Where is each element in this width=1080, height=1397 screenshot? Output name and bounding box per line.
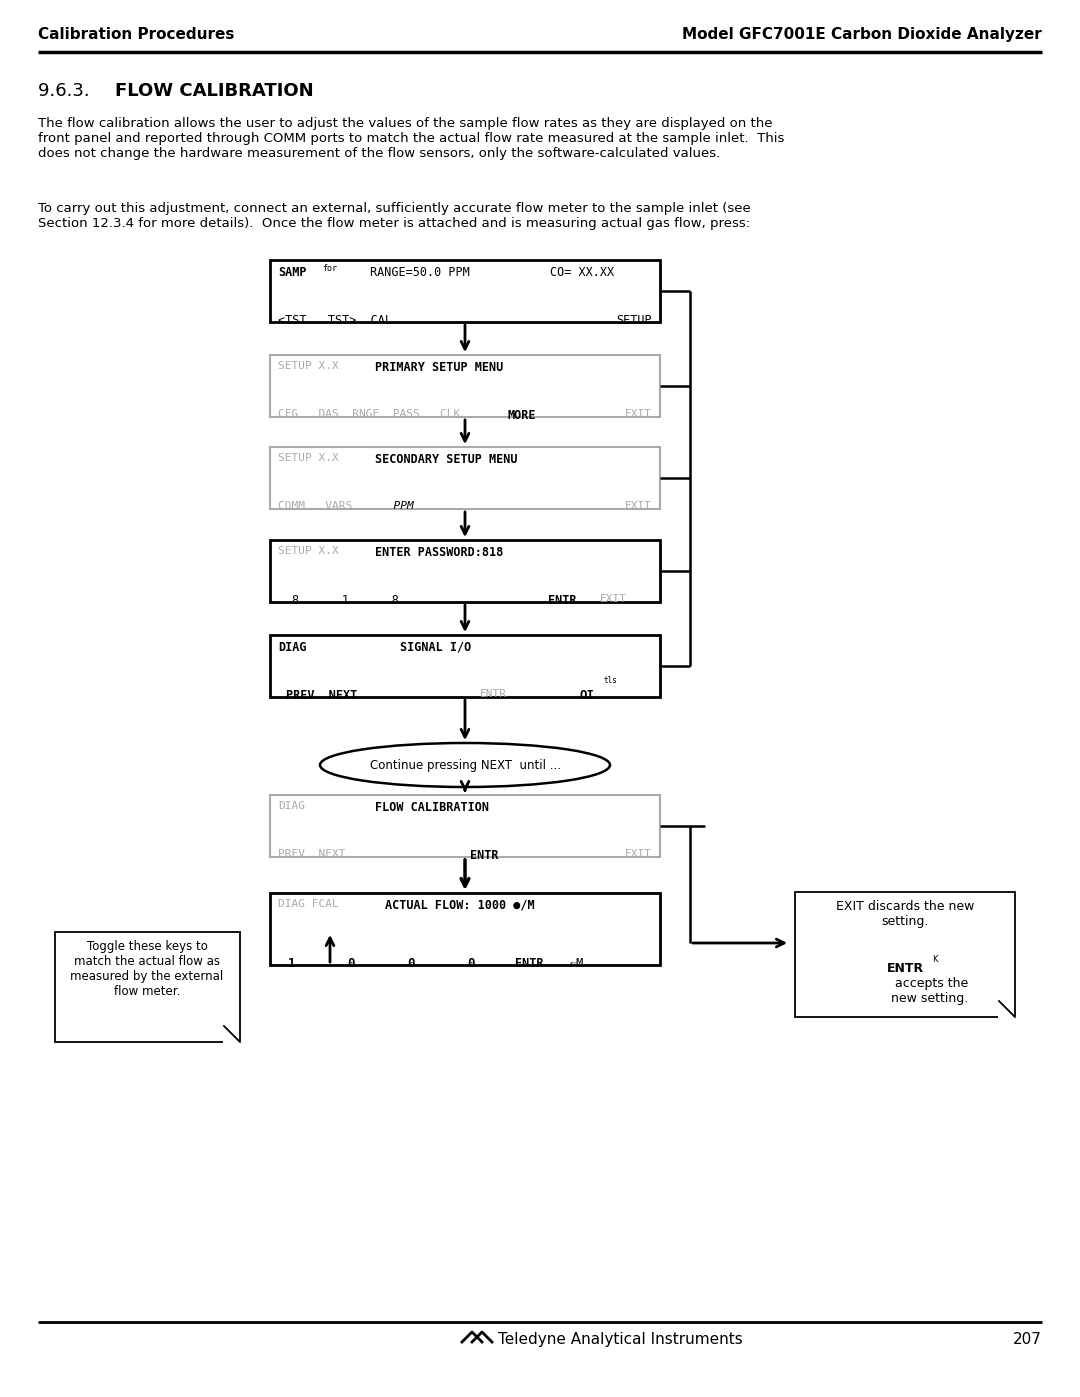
Text: 1       0       0       0: 1 0 0 0 (288, 957, 475, 970)
Text: COMM   VARS: COMM VARS (278, 502, 352, 511)
Text: DIAG: DIAG (278, 641, 307, 654)
Ellipse shape (320, 743, 610, 787)
Text: ⇐M: ⇐M (570, 957, 584, 970)
Text: ENTR: ENTR (548, 594, 577, 608)
Text: EXIT discards the new
setting.: EXIT discards the new setting. (836, 900, 974, 928)
Text: accepts the
new setting.: accepts the new setting. (891, 977, 969, 1004)
Bar (270, 893, 660, 965)
Text: Teledyne Analytical Instruments: Teledyne Analytical Instruments (498, 1331, 743, 1347)
Bar (270, 795, 660, 856)
Bar (270, 541, 660, 602)
Text: SETUP X.X: SETUP X.X (278, 546, 339, 556)
Text: OI: OI (580, 689, 595, 703)
Text: Model GFC7001E Carbon Dioxide Analyzer: Model GFC7001E Carbon Dioxide Analyzer (683, 27, 1042, 42)
Text: DIAG: DIAG (278, 800, 305, 812)
Text: DIAG FCAL: DIAG FCAL (278, 900, 339, 909)
Text: Continue pressing NEXT  until ...: Continue pressing NEXT until ... (369, 759, 561, 771)
Text: FLOW CALIBRATION: FLOW CALIBRATION (114, 82, 313, 101)
Bar (270, 355, 660, 416)
Text: PREV  NEXT: PREV NEXT (278, 849, 346, 859)
Text: FLOW CALIBRATION: FLOW CALIBRATION (375, 800, 489, 814)
Text: tls: tls (603, 676, 617, 685)
Text: PRIMARY SETUP MENU: PRIMARY SETUP MENU (375, 360, 503, 374)
Text: RANGE=50.0 PPM: RANGE=50.0 PPM (370, 265, 470, 279)
Text: SETUP X.X: SETUP X.X (278, 453, 339, 462)
Text: 207: 207 (1013, 1331, 1042, 1347)
Text: <TST   TST>  CAL: <TST TST> CAL (278, 314, 392, 327)
Text: EXIT: EXIT (625, 849, 652, 859)
Text: SETUP X.X: SETUP X.X (278, 360, 339, 372)
Text: ENTER PASSWORD:818: ENTER PASSWORD:818 (375, 546, 503, 559)
Text: K: K (932, 956, 937, 964)
Text: To carry out this adjustment, connect an external, sufficiently accurate flow me: To carry out this adjustment, connect an… (38, 203, 751, 231)
Text: ACTUAL FLOW: 1000 ●/M: ACTUAL FLOW: 1000 ●/M (384, 900, 535, 912)
Text: EXIT: EXIT (625, 502, 652, 511)
Text: ENTR: ENTR (887, 963, 923, 975)
Bar (270, 260, 660, 321)
Text: CO= XX.XX: CO= XX.XX (550, 265, 615, 279)
Text: CFG   DAS  RNGE  PASS   CLK: CFG DAS RNGE PASS CLK (278, 409, 474, 419)
Bar (270, 636, 660, 697)
Text: ENTR: ENTR (480, 689, 507, 698)
Text: SAMP: SAMP (278, 265, 307, 279)
Text: The flow calibration allows the user to adjust the values of the sample flow rat: The flow calibration allows the user to … (38, 117, 784, 161)
Bar (270, 447, 660, 509)
Text: EXIT: EXIT (625, 409, 652, 419)
Text: ENTR: ENTR (470, 849, 499, 862)
Text: EXIT: EXIT (600, 594, 627, 604)
Bar (795, 893, 1015, 1017)
Text: 8      1      8: 8 1 8 (292, 594, 399, 608)
Text: SETUP: SETUP (617, 314, 652, 327)
Text: Calibration Procedures: Calibration Procedures (38, 27, 234, 42)
Text: PREV  NEXT: PREV NEXT (286, 689, 357, 703)
Text: 9.6.3.: 9.6.3. (38, 82, 95, 101)
Bar (55, 932, 240, 1042)
Text: PPM: PPM (380, 502, 414, 511)
Text: Toggle these keys to
match the actual flow as
measured by the external
flow mete: Toggle these keys to match the actual fl… (70, 940, 224, 997)
Text: for: for (322, 264, 337, 272)
Text: SECONDARY SETUP MENU: SECONDARY SETUP MENU (375, 453, 517, 467)
Text: ENTR: ENTR (515, 957, 543, 970)
Text: MORE: MORE (508, 409, 537, 422)
Text: SIGNAL I/O: SIGNAL I/O (400, 641, 471, 654)
